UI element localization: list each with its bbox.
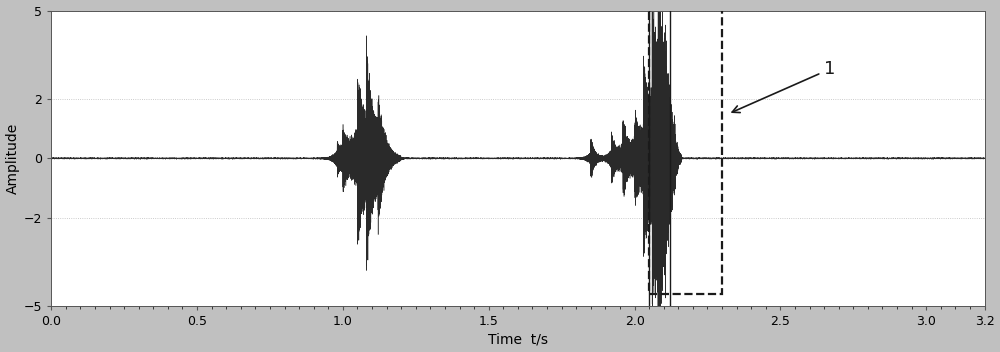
Text: 1: 1 — [732, 60, 836, 113]
Bar — [649, 8, 722, 294]
X-axis label: Time  t/s: Time t/s — [488, 332, 548, 346]
Y-axis label: Amplitude: Amplitude — [6, 123, 20, 194]
